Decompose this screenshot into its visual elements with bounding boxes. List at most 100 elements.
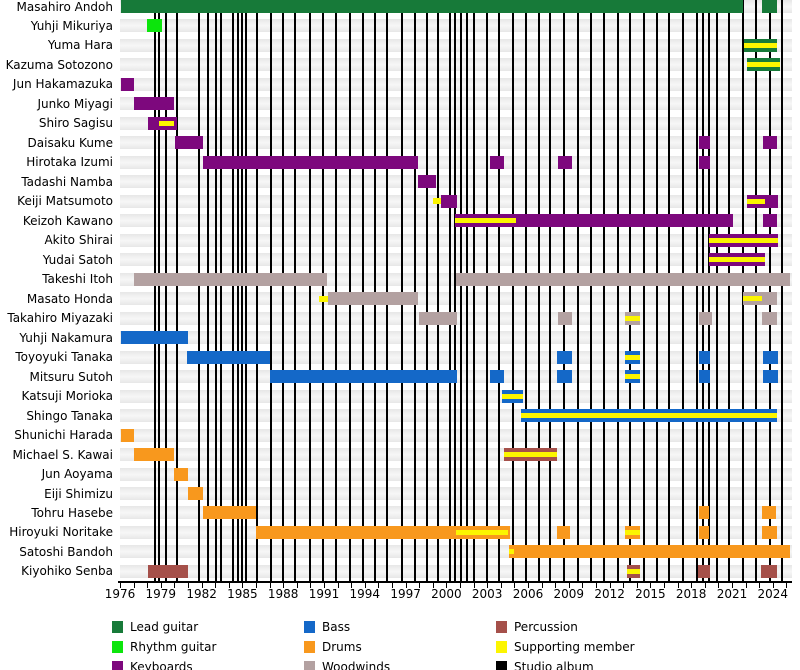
- supporting-member-segment: [318, 295, 329, 302]
- album-line: [702, 0, 705, 581]
- album-line: [755, 0, 758, 581]
- album-line: [668, 0, 671, 581]
- timeline-bar: [763, 350, 779, 364]
- axis-tick: [555, 583, 557, 588]
- axis-year-label: 1988: [267, 587, 299, 601]
- timeline-bar: [174, 467, 188, 481]
- album-line: [695, 0, 698, 581]
- supporting-member-stripe: [708, 257, 765, 263]
- member-label: Michael S. Kawai: [12, 447, 113, 462]
- timeline-bar: [147, 19, 163, 33]
- member-label: Shiro Sagisu: [38, 116, 113, 131]
- album-line: [176, 0, 179, 581]
- album-line: [309, 0, 312, 581]
- axis-tick: [432, 583, 434, 588]
- legend-label-support: Supporting member: [514, 640, 635, 654]
- album-line: [385, 0, 388, 581]
- axis-tick: [296, 583, 298, 588]
- member-label: Yuhji Nakamura: [19, 330, 113, 345]
- supporting-member-stripe: [455, 529, 508, 535]
- timeline-bar: [256, 525, 511, 539]
- legend-label-lead: Lead guitar: [130, 620, 199, 634]
- album-line: [524, 0, 527, 581]
- timeline-bar: [328, 292, 418, 306]
- timeline-bar: [121, 331, 188, 345]
- legend-label-album: Studio album: [514, 660, 594, 670]
- timeline-bar: [557, 155, 572, 169]
- timeline-bar: [121, 0, 743, 13]
- axis-tick: [242, 583, 244, 588]
- axis-year-label: 2018: [675, 587, 707, 601]
- timeline-bar: [763, 370, 779, 384]
- axis-tick: [487, 583, 489, 588]
- album-line: [642, 0, 645, 581]
- supporting-member-stripe: [624, 529, 640, 535]
- member-label: Junko Miyagi: [37, 96, 113, 111]
- legend-swatch-woodwinds: [304, 661, 315, 670]
- album-line: [486, 0, 489, 581]
- supporting-member-stripe: [708, 237, 779, 243]
- supporting-member-stripe: [503, 452, 557, 458]
- axis-tick: [772, 583, 774, 588]
- axis-tick: [528, 583, 529, 588]
- album-line: [321, 0, 324, 581]
- album-line: [153, 0, 156, 581]
- axis-tick: [256, 583, 257, 588]
- album-line: [563, 0, 566, 581]
- timeline-bar: [763, 136, 777, 150]
- timeline-bar: [454, 214, 734, 228]
- supporting-member-stripe: [746, 62, 780, 68]
- timeline-bar: [186, 350, 270, 364]
- member-label: Shingo Tanaka: [26, 408, 113, 423]
- axis-tick: [745, 583, 747, 588]
- timeline-bar: [763, 214, 777, 228]
- legend-label-woodwinds: Woodwinds: [322, 660, 391, 670]
- album-line: [454, 0, 457, 581]
- member-label: Takeshi Itoh: [42, 272, 113, 287]
- album-line: [449, 0, 452, 581]
- supporting-member-stripe: [624, 315, 640, 321]
- album-line: [656, 0, 659, 581]
- album-line: [425, 0, 428, 581]
- axis-year-label: 1976: [104, 587, 136, 601]
- album-line: [197, 0, 200, 581]
- legend-label-keyboards: Keyboards: [130, 660, 193, 670]
- axis-tick: [392, 583, 393, 588]
- timeline-bar: [440, 194, 458, 208]
- axis-year-label: 2024: [757, 587, 789, 601]
- member-label: Tohru Hasebe: [31, 505, 113, 520]
- legend-label-drums: Drums: [322, 640, 362, 654]
- timeline-bar: [760, 564, 777, 578]
- axis-year-label: 2012: [594, 587, 625, 601]
- axis-year-label: 2021: [716, 587, 748, 601]
- album-line: [728, 0, 731, 581]
- axis-tick: [473, 583, 475, 588]
- member-label: Akito Shirai: [44, 233, 113, 248]
- album-line: [245, 0, 248, 581]
- member-label: Keizoh Kawano: [22, 213, 113, 228]
- album-line: [282, 0, 285, 581]
- axis-year-label: 2003: [471, 587, 503, 601]
- axis-tick: [500, 583, 502, 588]
- member-label: Jun Aoyama: [41, 467, 113, 482]
- timeline-bar: [133, 97, 175, 111]
- supporting-member-stripe: [744, 42, 777, 48]
- timeline-bar: [417, 175, 436, 189]
- axis-tick: [188, 583, 189, 588]
- supporting-member-stripe: [159, 120, 175, 126]
- timeline-bar: [202, 506, 256, 520]
- timeline-bar: [489, 370, 504, 384]
- axis-tick: [609, 583, 611, 588]
- axis-tick: [677, 583, 679, 588]
- member-label: Mitsuru Sutoh: [29, 369, 113, 384]
- axis-year-label: 1994: [349, 587, 381, 601]
- album-line: [707, 0, 710, 581]
- album-line: [590, 0, 593, 581]
- album-line: [437, 0, 440, 581]
- axis-year-label: 2009: [553, 587, 585, 601]
- axis-tick: [269, 583, 271, 588]
- timeline-bar: [556, 525, 571, 539]
- axis-tick: [636, 583, 638, 588]
- x-axis-line: [118, 581, 792, 583]
